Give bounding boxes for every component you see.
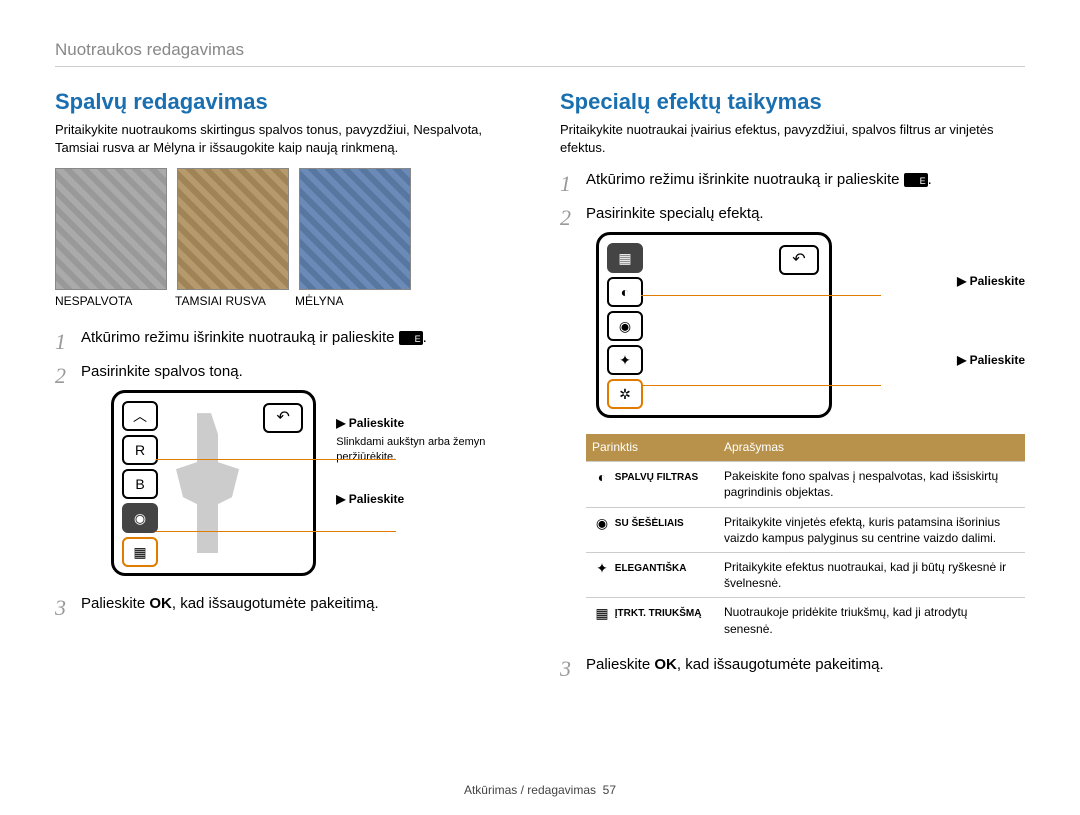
left-ann-bot: Palieskite (349, 492, 404, 506)
ok-label: OK (149, 595, 172, 612)
r3-desc: Pritaikykite efektus nuotraukai, kad ji … (718, 553, 1025, 598)
page-footer: Atkūrimas / redagavimas 57 (0, 783, 1080, 797)
filter-icon: ◐ (592, 468, 612, 487)
right-step-2: Pasirinkite specialų efektą. ▦ ◐ ◉ ✦ ✲ ↶ (560, 202, 1025, 643)
connector-top-r (641, 295, 881, 296)
thumb-bw (55, 168, 167, 290)
device-mockup-left: ︿ R B ◉ ▦ ↶ (111, 390, 316, 576)
th-desc: Aprašymas (718, 434, 1025, 462)
thumb-labels: NESPALVOTA TAMSIAI RUSVA MĖLYNA (55, 294, 520, 308)
edit-icon (399, 331, 423, 345)
right-step3-b: , kad išsaugotumėte pakeitimą. (677, 656, 884, 673)
left-step1-end: . (423, 329, 427, 346)
vignette-icon: ◉ (592, 514, 612, 533)
thumb-label-2: MĖLYNA (295, 294, 405, 308)
r3-label: ELEGANTIŠKA (615, 563, 687, 574)
edit-icon (904, 173, 928, 187)
r2-desc: Pritaikykite vinjetės efektą, kuris pata… (718, 507, 1025, 552)
opt-filter-icon[interactable]: ◐ (607, 277, 643, 307)
connector-bot-r (641, 385, 881, 386)
r1-desc: Pakeiskite fono spalvas į nespalvotas, k… (718, 462, 1025, 507)
right-annotations: ▶ Palieskite ▶ Palieskite (957, 226, 1025, 370)
connector-bot (156, 531, 396, 532)
left-title: Spalvų redagavimas (55, 89, 520, 115)
back-icon[interactable]: ↶ (779, 245, 819, 275)
scroll-up-icon[interactable]: ︿ (122, 401, 158, 431)
left-intro: Pritaikykite nuotraukoms skirtingus spal… (55, 121, 520, 156)
right-title: Specialų efektų taikymas (560, 89, 1025, 115)
left-step3-a: Palieskite (81, 595, 149, 612)
elegant-icon: ✦ (592, 559, 612, 578)
left-step-1: Atkūrimo režimu išrinkite nuotrauką ir p… (55, 326, 520, 350)
options-table: Parinktis Aprašymas ◐ SPALVŲ FILTRAS Pak… (586, 434, 1025, 643)
device-mockup-right: ▦ ◐ ◉ ✦ ✲ ↶ (596, 232, 832, 418)
right-ann-top: Palieskite (970, 274, 1025, 288)
noise-icon: ▦ (592, 604, 612, 623)
right-step1-b: . (928, 171, 932, 188)
right-intro: Pritaikykite nuotraukai įvairius efektus… (560, 121, 1025, 156)
connector-top (156, 459, 396, 460)
right-step3-a: Palieskite (586, 656, 654, 673)
option-r-icon[interactable]: R (122, 435, 158, 465)
table-row: ▦ ĮTRKT. TRIUKŠMĄ Nuotraukoje pridėkite … (586, 598, 1025, 643)
left-annotations: ▶ Palieskite Slinkdami aukštyn arba žemy… (336, 384, 520, 509)
table-row: ◐ SPALVŲ FILTRAS Pakeiskite fono spalvas… (586, 462, 1025, 507)
thumb-blue (299, 168, 411, 290)
thumbnail-row (55, 168, 520, 290)
right-step-3: Palieskite OK, kad išsaugotumėte pakeiti… (560, 653, 1025, 677)
opt-elegant-icon[interactable]: ✦ (607, 345, 643, 375)
table-row: ◉ SU ŠEŠĖLIAIS Pritaikykite vinjetės efe… (586, 507, 1025, 552)
right-ann-bot: Palieskite (970, 353, 1025, 367)
left-ann-top: Palieskite (349, 416, 404, 430)
thumb-label-1: TAMSIAI RUSVA (175, 294, 285, 308)
breadcrumb: Nuotraukos redagavimas (55, 40, 1025, 67)
opt-grid-icon[interactable]: ▦ (607, 243, 643, 273)
ok-label: OK (654, 656, 677, 673)
silhouette (169, 413, 239, 553)
thumb-sepia (177, 168, 289, 290)
opt-vignette-icon[interactable]: ◉ (607, 311, 643, 341)
option-swirl-icon[interactable]: ◉ (122, 503, 158, 533)
th-option: Parinktis (586, 434, 718, 462)
left-column: Spalvų redagavimas Pritaikykite nuotrauk… (55, 89, 520, 687)
right-step1-a: Atkūrimo režimu išrinkite nuotrauką ir p… (586, 171, 904, 188)
r4-label: ĮTRKT. TRIUKŠMĄ (615, 609, 702, 620)
left-step3-b: , kad išsaugotumėte pakeitimą. (172, 595, 379, 612)
opt-noise-icon[interactable]: ✲ (607, 379, 643, 409)
option-b-icon[interactable]: B (122, 469, 158, 499)
footer-text: Atkūrimas / redagavimas (464, 783, 596, 797)
left-step-3: Palieskite OK, kad išsaugotumėte pakeiti… (55, 592, 520, 616)
option-extra-icon[interactable]: ▦ (122, 537, 158, 567)
r4-desc: Nuotraukoje pridėkite triukšmų, kad ji a… (718, 598, 1025, 643)
table-row: ✦ ELEGANTIŠKA Pritaikykite efektus nuotr… (586, 553, 1025, 598)
r2-label: SU ŠEŠĖLIAIS (615, 518, 684, 529)
thumb-label-0: NESPALVOTA (55, 294, 165, 308)
left-step1-text: Atkūrimo režimu išrinkite nuotrauką ir p… (81, 329, 399, 346)
r1-label: SPALVŲ FILTRAS (615, 472, 698, 483)
left-step-2: Pasirinkite spalvos toną. ︿ R B ◉ ▦ ↶ (55, 360, 520, 582)
right-step-1: Atkūrimo režimu išrinkite nuotrauką ir p… (560, 168, 1025, 192)
left-step2-text: Pasirinkite spalvos toną. (81, 363, 243, 380)
back-icon[interactable]: ↶ (263, 403, 303, 433)
page-number: 57 (603, 783, 616, 797)
right-column: Specialų efektų taikymas Pritaikykite nu… (560, 89, 1025, 687)
right-step2-text: Pasirinkite specialų efektą. (586, 205, 764, 222)
